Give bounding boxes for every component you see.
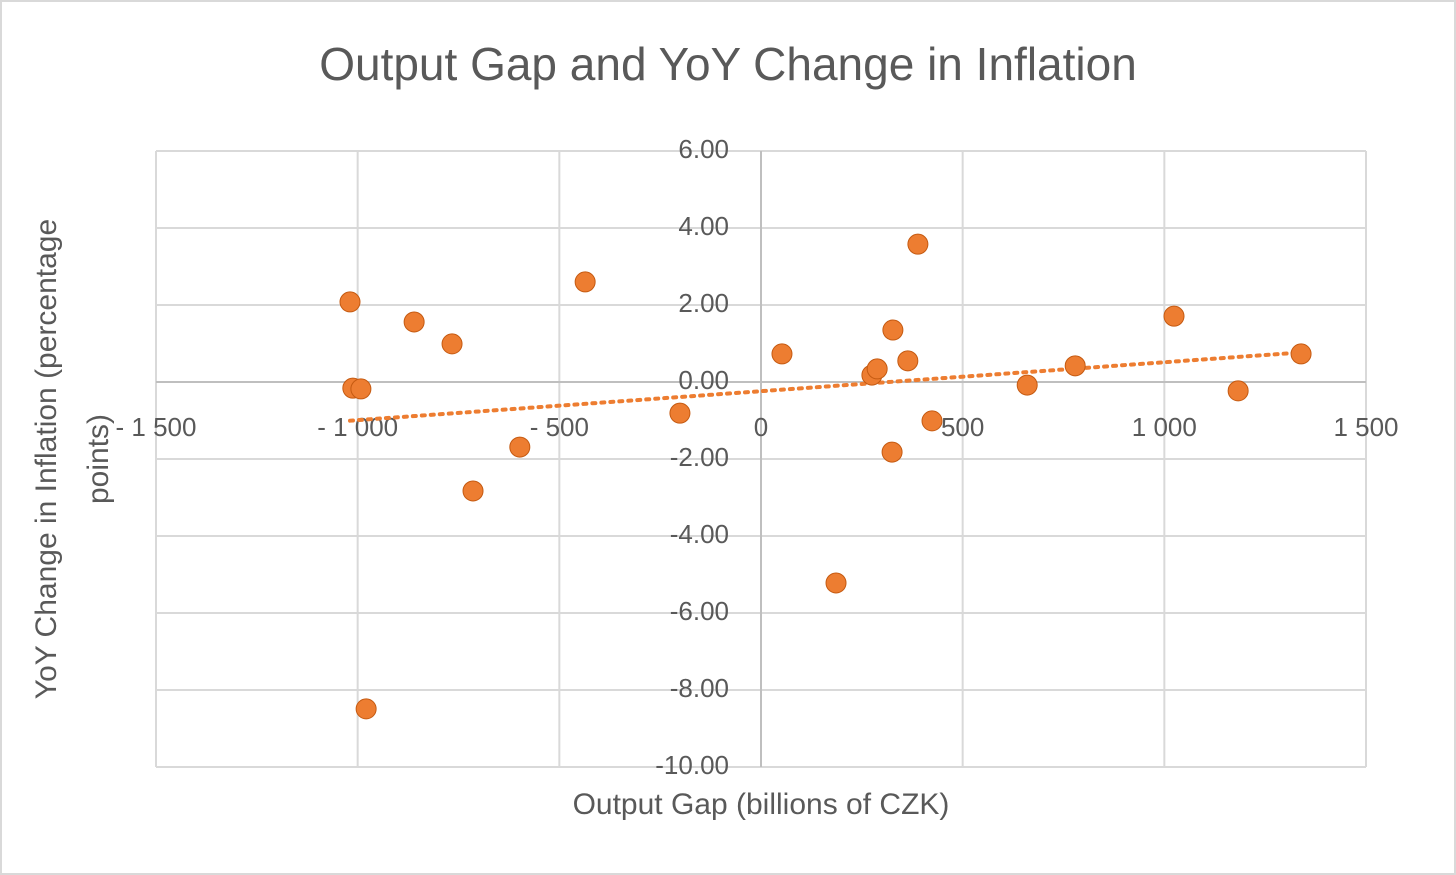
data-point: [881, 441, 903, 463]
y-tick-label: -8.00: [670, 673, 729, 703]
y-tick-label: -10.00: [655, 750, 729, 780]
x-tick-label: - 500: [530, 412, 589, 442]
data-point: [771, 343, 793, 365]
data-point: [1163, 305, 1185, 327]
chart-title: Output Gap and YoY Change in Inflation: [319, 38, 1137, 90]
y-tick-label: 2.00: [678, 288, 729, 318]
y-tick-label: 6.00: [678, 134, 729, 164]
data-point: [825, 572, 847, 594]
y-axis-title-line: points): [82, 414, 115, 504]
data-point: [1064, 355, 1086, 377]
x-tick-label: 500: [941, 412, 984, 442]
data-point: [339, 291, 361, 313]
data-point: [462, 480, 484, 502]
data-point: [509, 436, 531, 458]
data-point: [897, 350, 919, 372]
data-point: [1016, 374, 1038, 396]
y-tick-label: 0.00: [678, 365, 729, 395]
data-point: [403, 311, 425, 333]
data-point: [1290, 343, 1312, 365]
y-tick-label: -2.00: [670, 442, 729, 472]
y-axis-title-line: YoY Change in Inflation (percentage: [30, 219, 63, 699]
data-point: [441, 333, 463, 355]
x-tick-label: 1 500: [1333, 412, 1398, 442]
y-tick-label: -4.00: [670, 519, 729, 549]
data-point: [355, 698, 377, 720]
data-point: [921, 410, 943, 432]
data-point: [882, 319, 904, 341]
y-tick-label: -6.00: [670, 596, 729, 626]
data-point: [866, 358, 888, 380]
data-point: [350, 378, 372, 400]
x-tick-label: 1 000: [1132, 412, 1197, 442]
y-tick-label: 4.00: [678, 211, 729, 241]
data-point: [907, 233, 929, 255]
x-tick-label: 0: [754, 412, 768, 442]
x-axis-title: Output Gap (billions of CZK): [573, 788, 950, 821]
x-tick-label: - 1 500: [116, 412, 197, 442]
data-point: [669, 402, 691, 424]
y-axis-title: YoY Change in Inflation (percentage poin…: [30, 219, 115, 699]
data-point: [1227, 380, 1249, 402]
data-point: [574, 271, 596, 293]
trendline: [348, 350, 1304, 423]
